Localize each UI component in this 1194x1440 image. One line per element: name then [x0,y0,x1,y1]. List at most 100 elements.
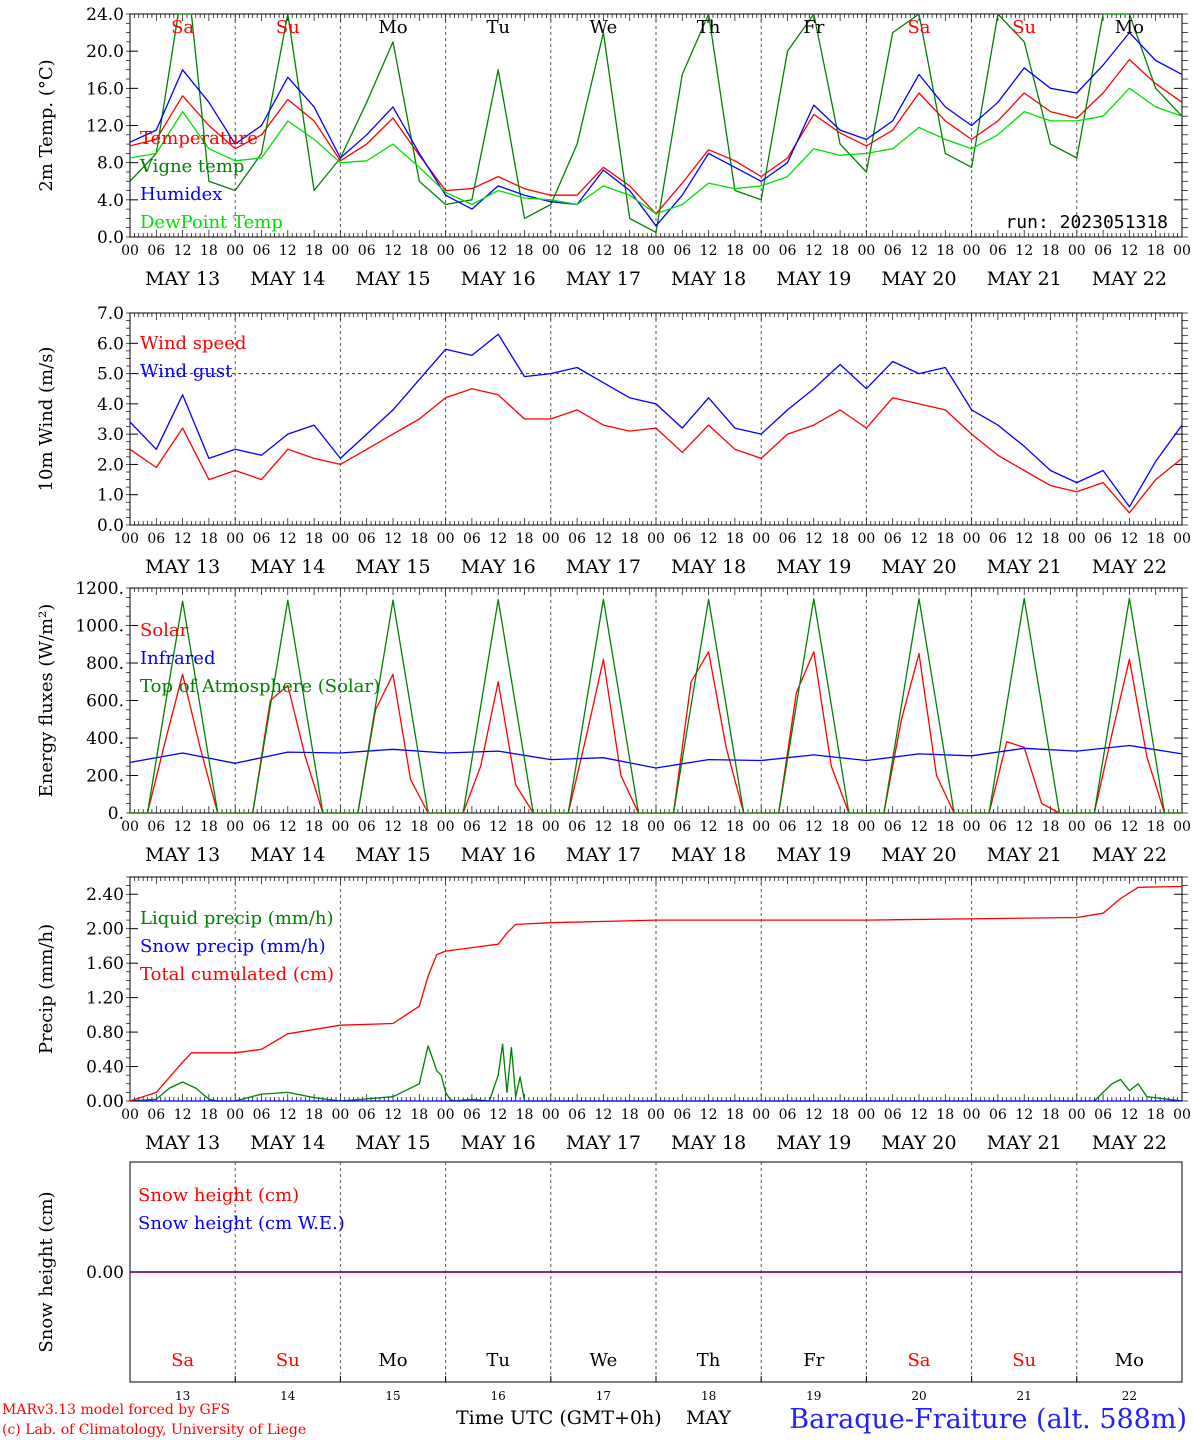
y-tick-label: 2.40 [86,885,124,905]
hour-label: 12 [805,243,823,259]
weekday-label: Sa [907,17,930,38]
hour-label: 12 [174,531,192,547]
y-tick-label: 0. [108,804,124,824]
hour-label: 12 [910,531,928,547]
temperature-ylabel: 2m Temp. (°C) [36,59,57,191]
day-number-label: 18 [701,1389,716,1403]
hour-label: 06 [779,1107,797,1123]
hour-label: 12 [805,1107,823,1123]
weekday-label: Mo [378,1350,407,1371]
hour-label: 18 [516,243,534,259]
hour-label: 18 [936,531,954,547]
hour-label: 12 [1120,243,1138,259]
y-tick-label: 2.00 [86,920,124,940]
date-label: MAY 22 [1092,556,1167,578]
y-tick-label: 12.0 [86,117,124,137]
hour-label: 12 [384,1107,402,1123]
time-axis-month: MAY [686,1407,731,1429]
hour-label: 00 [752,1107,770,1123]
hour-label: 06 [989,819,1007,835]
hour-label: 00 [647,1107,665,1123]
hour-label: 00 [1173,531,1191,547]
date-label: MAY 15 [355,268,430,290]
weekday-label: Th [697,1350,721,1371]
footer-model-credit: MARv3.13 model forced by GFS [2,1402,230,1418]
date-label: MAY 16 [461,268,536,290]
date-label: MAY 20 [881,268,956,290]
date-label: MAY 21 [987,844,1062,866]
legend-entry: Solar [140,620,189,641]
series-line [129,87,1183,215]
date-label: MAY 16 [461,556,536,578]
hour-label: 18 [936,819,954,835]
snow-ylabel: Snow height (cm) [36,1191,57,1352]
hour-label: 06 [1094,243,1112,259]
y-tick-label: 6.0 [97,334,124,354]
wind-ylabel: 10m Wind (m/s) [36,347,57,492]
hour-label: 06 [463,531,481,547]
date-label: MAY 22 [1092,1132,1167,1154]
date-label: MAY 17 [566,268,641,290]
hour-label: 06 [989,243,1007,259]
hour-label: 06 [253,531,271,547]
date-label: MAY 14 [250,1132,325,1154]
hour-label: 00 [647,819,665,835]
hour-label: 18 [621,531,639,547]
y-tick-label: 0.00 [86,1092,124,1112]
weekday-label: Mo [1115,1350,1144,1371]
hour-label: 12 [700,531,718,547]
date-label: MAY 20 [881,1132,956,1154]
weekday-label: Mo [1115,17,1144,38]
date-label: MAY 15 [355,844,430,866]
hour-label: 12 [489,531,507,547]
weekday-label: Tu [486,17,510,38]
hour-label: 00 [331,243,349,259]
hour-label: 12 [805,531,823,547]
date-label: MAY 17 [566,556,641,578]
hour-label: 00 [542,531,560,547]
weekday-label: Fr [803,1350,824,1371]
hour-label: 12 [700,819,718,835]
legend-entry: Snow height (cm) [138,1185,299,1206]
date-label: MAY 20 [881,556,956,578]
date-label: MAY 18 [671,1132,746,1154]
hour-label: 00 [857,1107,875,1123]
date-label: MAY 16 [461,1132,536,1154]
hour-label: 06 [463,1107,481,1123]
date-label: MAY 22 [1092,268,1167,290]
weekday-label: We [590,17,618,38]
y-tick-label: 1.60 [86,954,124,974]
hour-label: 06 [568,1107,586,1123]
weekday-label: Su [276,17,300,38]
series-line [129,885,1183,1102]
hour-label: 06 [884,531,902,547]
hour-label: 12 [1015,243,1033,259]
legend-entry: Total cumulated (cm) [140,964,334,985]
hour-label: 00 [647,531,665,547]
date-label: MAY 18 [671,268,746,290]
y-tick-label: 600. [86,692,124,712]
series-line [129,13,1183,234]
hour-label: 18 [936,1107,954,1123]
hour-label: 18 [621,243,639,259]
hour-label: 06 [1094,531,1112,547]
legend-entry: Top of Atmosphere (Solar) [140,676,380,697]
y-tick-label: 800. [86,654,124,674]
hour-label: 18 [1042,1107,1060,1123]
y-tick-label: 20.0 [86,42,124,62]
hour-label: 06 [147,819,165,835]
y-tick-label: 200. [86,767,124,787]
y-tick-label: 0.0 [97,228,124,248]
hour-label: 00 [121,819,139,835]
hour-label: 18 [410,819,428,835]
hour-label: 18 [726,531,744,547]
date-label: MAY 13 [145,268,220,290]
hour-label: 12 [279,531,297,547]
y-tick-label: 1.0 [97,486,124,506]
date-label: MAY 16 [461,844,536,866]
hour-label: 00 [331,819,349,835]
hour-label: 00 [542,243,560,259]
station-name: Baraque-Fraiture (alt. 588m) [789,1404,1187,1435]
hour-label: 06 [884,819,902,835]
